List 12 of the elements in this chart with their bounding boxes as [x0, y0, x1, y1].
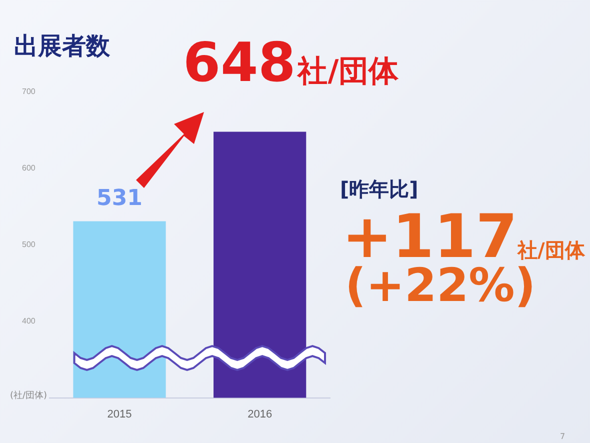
data-label: 531: [96, 186, 142, 211]
y-axis-title: (社/団体): [10, 391, 48, 401]
text: [昨年比]: [340, 177, 418, 201]
x-tick-label: 2015: [107, 408, 132, 420]
text: 7: [560, 432, 566, 441]
data-label: 648社/団体: [183, 30, 400, 94]
chart-title: 出展者数: [14, 32, 110, 60]
y-tick-label: 700: [22, 87, 36, 96]
y-tick-label: 600: [22, 164, 36, 173]
y-tick-label: 500: [22, 240, 36, 250]
x-tick-label: 2016: [248, 408, 272, 420]
y-tick-label: 400: [22, 316, 36, 326]
